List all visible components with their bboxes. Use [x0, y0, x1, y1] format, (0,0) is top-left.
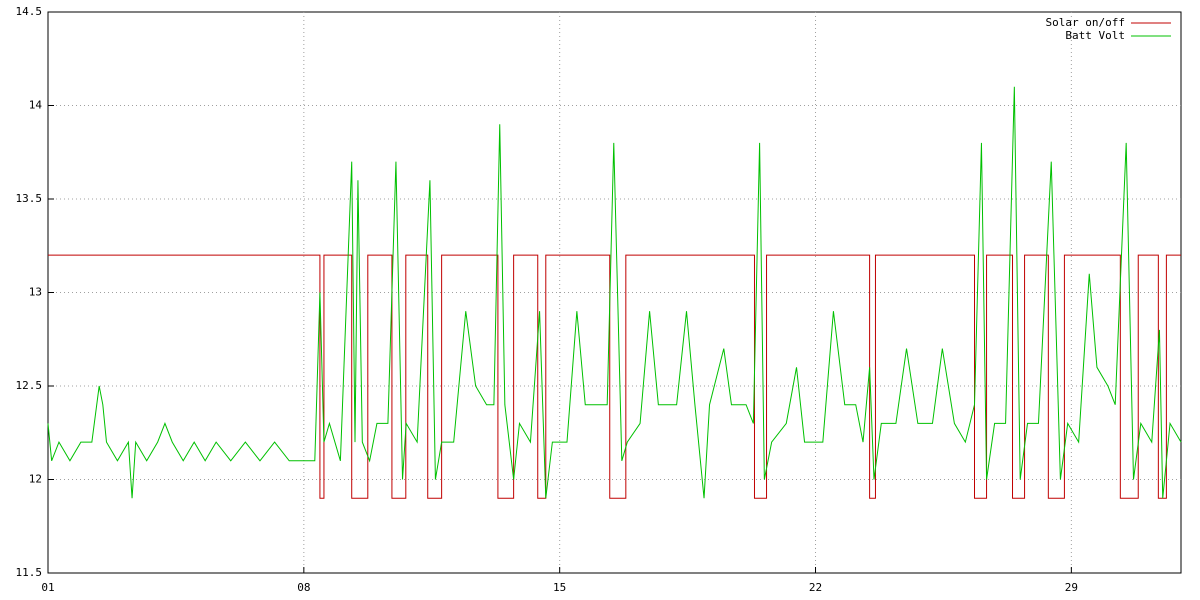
y-tick-label: 12	[29, 473, 42, 486]
x-tick-label: 08	[297, 581, 310, 594]
labels-layer: 11.5 12 12.5 13 13.5 14 14.5 01 08 15 22 29 Solar on…	[16, 5, 1171, 594]
x-tick-label: 01	[41, 581, 54, 594]
legend-label: Batt Volt	[1065, 29, 1125, 42]
x-tick-label: 22	[809, 581, 822, 594]
marks-layer	[47, 86, 1182, 499]
y-tick-label: 12.5	[16, 379, 43, 392]
series-line	[48, 254, 1181, 499]
y-tick-label: 13.5	[16, 192, 43, 205]
x-tick-label: 29	[1065, 581, 1078, 594]
x-tick-label: 15	[553, 581, 566, 594]
y-tick-label: 14.5	[16, 5, 43, 18]
y-tick-label: 13	[29, 286, 42, 299]
y-tick-label: 11.5	[16, 566, 43, 579]
plot-frame	[47, 11, 1182, 574]
series-line	[47, 86, 1182, 499]
grid-layer	[47, 11, 1181, 574]
legend-label: Solar on/off	[1046, 16, 1125, 29]
y-tick-label: 14	[29, 99, 43, 112]
